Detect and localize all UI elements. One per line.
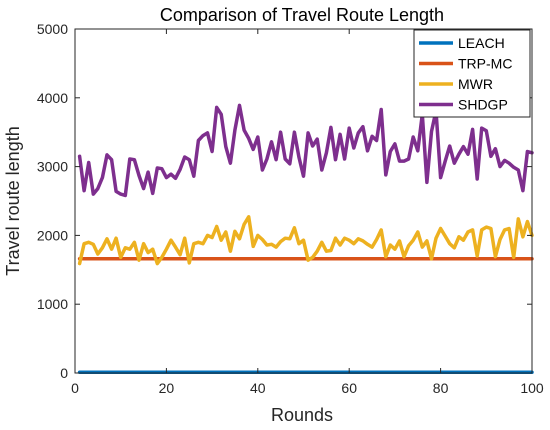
legend-label-trp-mc: TRP-MC	[458, 56, 512, 72]
y-axis-title: Travel route length	[3, 126, 23, 275]
legend: LEACH TRP-MC MWR SHDGP	[413, 29, 531, 118]
x-tick-label: 100	[520, 380, 544, 396]
series-layer	[77, 103, 534, 375]
y-tick-label: 0	[60, 365, 68, 381]
y-tick-label: 1000	[37, 296, 68, 312]
x-tick-label: 0	[71, 380, 79, 396]
series-line-shdgp	[77, 103, 534, 198]
y-axis: 0 1000 2000 3000 4000 5000	[37, 21, 532, 381]
y-tick-label: 2000	[37, 227, 68, 243]
y-tick-label: 4000	[37, 90, 68, 106]
legend-label-mwr: MWR	[458, 76, 493, 92]
series-line-mwr	[77, 215, 534, 266]
x-tick-label: 80	[433, 380, 449, 396]
plot-frame	[74, 28, 533, 374]
chart-title: Comparison of Travel Route Length	[160, 5, 444, 25]
x-tick-label: 20	[159, 380, 175, 396]
legend-label-leach: LEACH	[458, 35, 505, 51]
x-axis: 0 20 40 60 80 100	[71, 29, 544, 396]
x-tick-label: 40	[250, 380, 266, 396]
y-tick-label: 3000	[37, 159, 68, 175]
y-tick-label: 5000	[37, 21, 68, 37]
x-tick-label: 60	[341, 380, 357, 396]
legend-label-shdgp: SHDGP	[458, 97, 508, 113]
x-axis-title: Rounds	[271, 405, 333, 425]
